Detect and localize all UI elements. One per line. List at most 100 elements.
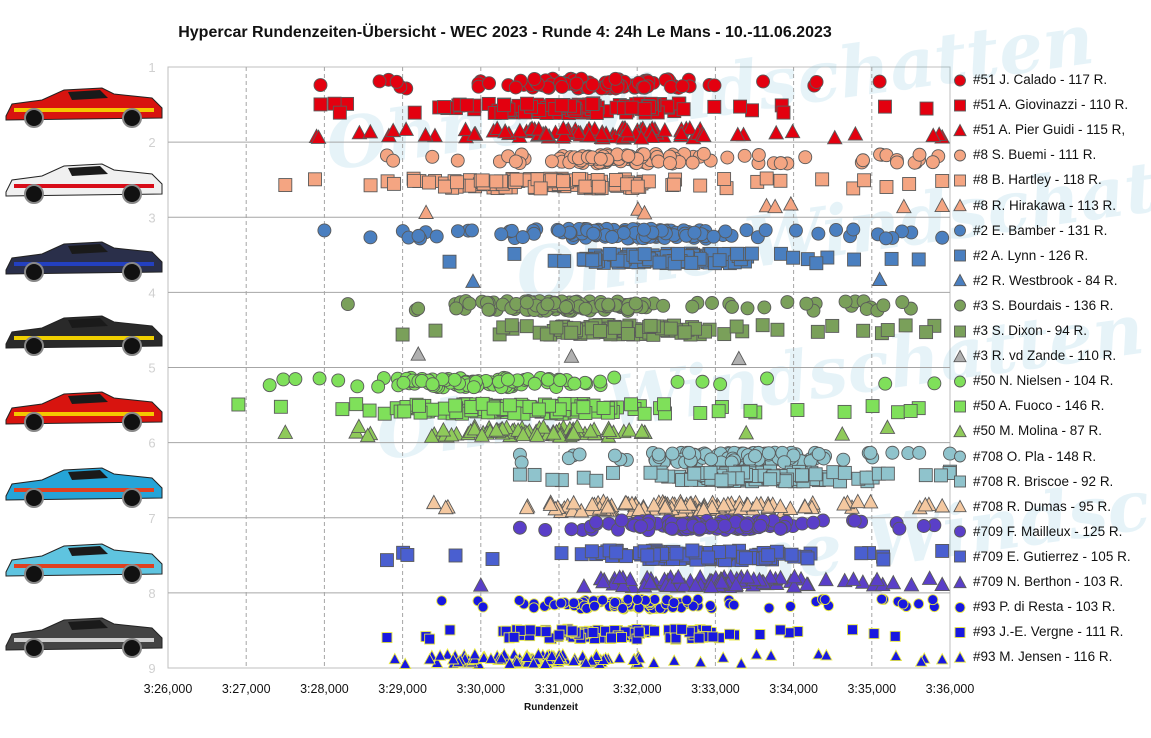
data-point	[799, 296, 814, 311]
legend-marker	[954, 400, 966, 413]
data-point	[502, 398, 517, 413]
data-point	[637, 406, 652, 421]
data-point	[663, 321, 678, 336]
data-point	[753, 518, 768, 533]
x-tick-label: 3:33,000	[691, 682, 740, 696]
data-point	[730, 350, 747, 366]
data-point	[696, 146, 711, 161]
legend-item: #3 R. vd Zande - 110 R.	[952, 343, 1116, 368]
data-point	[472, 577, 489, 592]
series-6	[317, 221, 950, 246]
data-point	[359, 427, 376, 443]
data-point	[838, 294, 853, 309]
data-point	[671, 246, 685, 261]
data-point	[591, 179, 606, 194]
series-23	[388, 647, 949, 670]
data-point	[377, 406, 392, 421]
data-point	[717, 172, 732, 186]
data-point	[553, 373, 568, 388]
data-point	[743, 403, 758, 418]
data-point	[557, 254, 572, 269]
x-axis-label: Rundenzeit	[524, 702, 579, 713]
legend-item: #50 N. Nielsen - 104 R.	[952, 368, 1113, 393]
data-point	[349, 397, 364, 412]
data-point	[500, 372, 515, 387]
data-point	[643, 465, 658, 480]
data-point	[605, 230, 620, 244]
car-icon	[5, 467, 163, 508]
legend-label: #709 F. Mailleux - 125 R.	[973, 523, 1123, 539]
data-point	[754, 629, 766, 641]
data-point	[412, 398, 426, 413]
series-14	[277, 418, 896, 443]
data-point	[935, 543, 950, 558]
legend-label: #3 S. Dixon - 94 R.	[973, 323, 1088, 338]
car-stripe	[14, 108, 154, 112]
data-point	[729, 126, 746, 142]
data-point	[554, 98, 569, 113]
legend-item: #708 O. Pla - 148 R.	[952, 444, 1096, 469]
data-point	[531, 402, 546, 417]
legend-label: #51 A. Giovinazzi - 110 R.	[973, 97, 1129, 113]
legend-marker	[954, 450, 966, 463]
legend-marker-icon	[954, 149, 966, 162]
car-cockpit	[68, 620, 108, 630]
data-point	[609, 545, 624, 560]
data-point	[647, 656, 661, 668]
data-point	[644, 128, 660, 144]
data-point	[834, 426, 851, 441]
data-point	[447, 372, 462, 387]
x-tick-label: 3:36,000	[926, 682, 975, 696]
data-point	[713, 573, 730, 589]
data-point	[535, 419, 552, 434]
data-point	[410, 346, 427, 361]
data-point	[508, 154, 523, 169]
data-point	[589, 600, 600, 612]
data-point	[428, 323, 443, 338]
data-point	[617, 603, 629, 614]
legend-item: #8 B. Hartley - 118 R.	[952, 167, 1102, 192]
data-point	[859, 470, 874, 485]
legend-marker-icon	[954, 74, 966, 86]
data-point	[865, 399, 880, 414]
legend-marker	[954, 375, 966, 388]
data-point	[593, 324, 608, 338]
data-point	[622, 593, 634, 605]
data-point	[602, 246, 617, 261]
data-point	[925, 127, 942, 142]
data-point	[477, 601, 489, 613]
data-point	[761, 446, 776, 461]
data-point	[553, 629, 565, 641]
legend-marker-icon	[953, 575, 967, 588]
data-point	[811, 446, 826, 461]
data-point	[856, 323, 871, 338]
data-point	[578, 301, 593, 316]
data-point	[528, 602, 540, 614]
legend-marker-icon	[954, 249, 966, 262]
data-point	[567, 654, 580, 667]
data-point	[780, 295, 795, 309]
data-point	[773, 521, 788, 536]
y-tick-label: 5	[148, 361, 155, 376]
data-point	[738, 424, 755, 440]
data-point	[448, 398, 463, 413]
legend-marker-icon	[953, 650, 967, 663]
data-point	[707, 99, 722, 114]
data-point	[912, 147, 927, 162]
data-point	[739, 568, 756, 584]
data-point	[760, 498, 777, 513]
legend-label: #8 S. Buemi - 111 R.	[973, 147, 1097, 163]
data-point	[665, 446, 680, 461]
data-point	[579, 656, 593, 668]
legend-label: #93 J.-E. Vergne - 111 R.	[973, 624, 1124, 640]
data-point	[837, 465, 852, 480]
data-point	[898, 318, 913, 333]
data-point	[798, 150, 813, 165]
data-point	[589, 473, 604, 488]
data-point	[695, 374, 710, 389]
legend-item: #8 S. Buemi - 111 R.	[952, 142, 1096, 167]
data-point	[624, 397, 638, 412]
data-point	[395, 327, 410, 342]
data-point	[879, 180, 894, 194]
data-point	[397, 404, 412, 419]
